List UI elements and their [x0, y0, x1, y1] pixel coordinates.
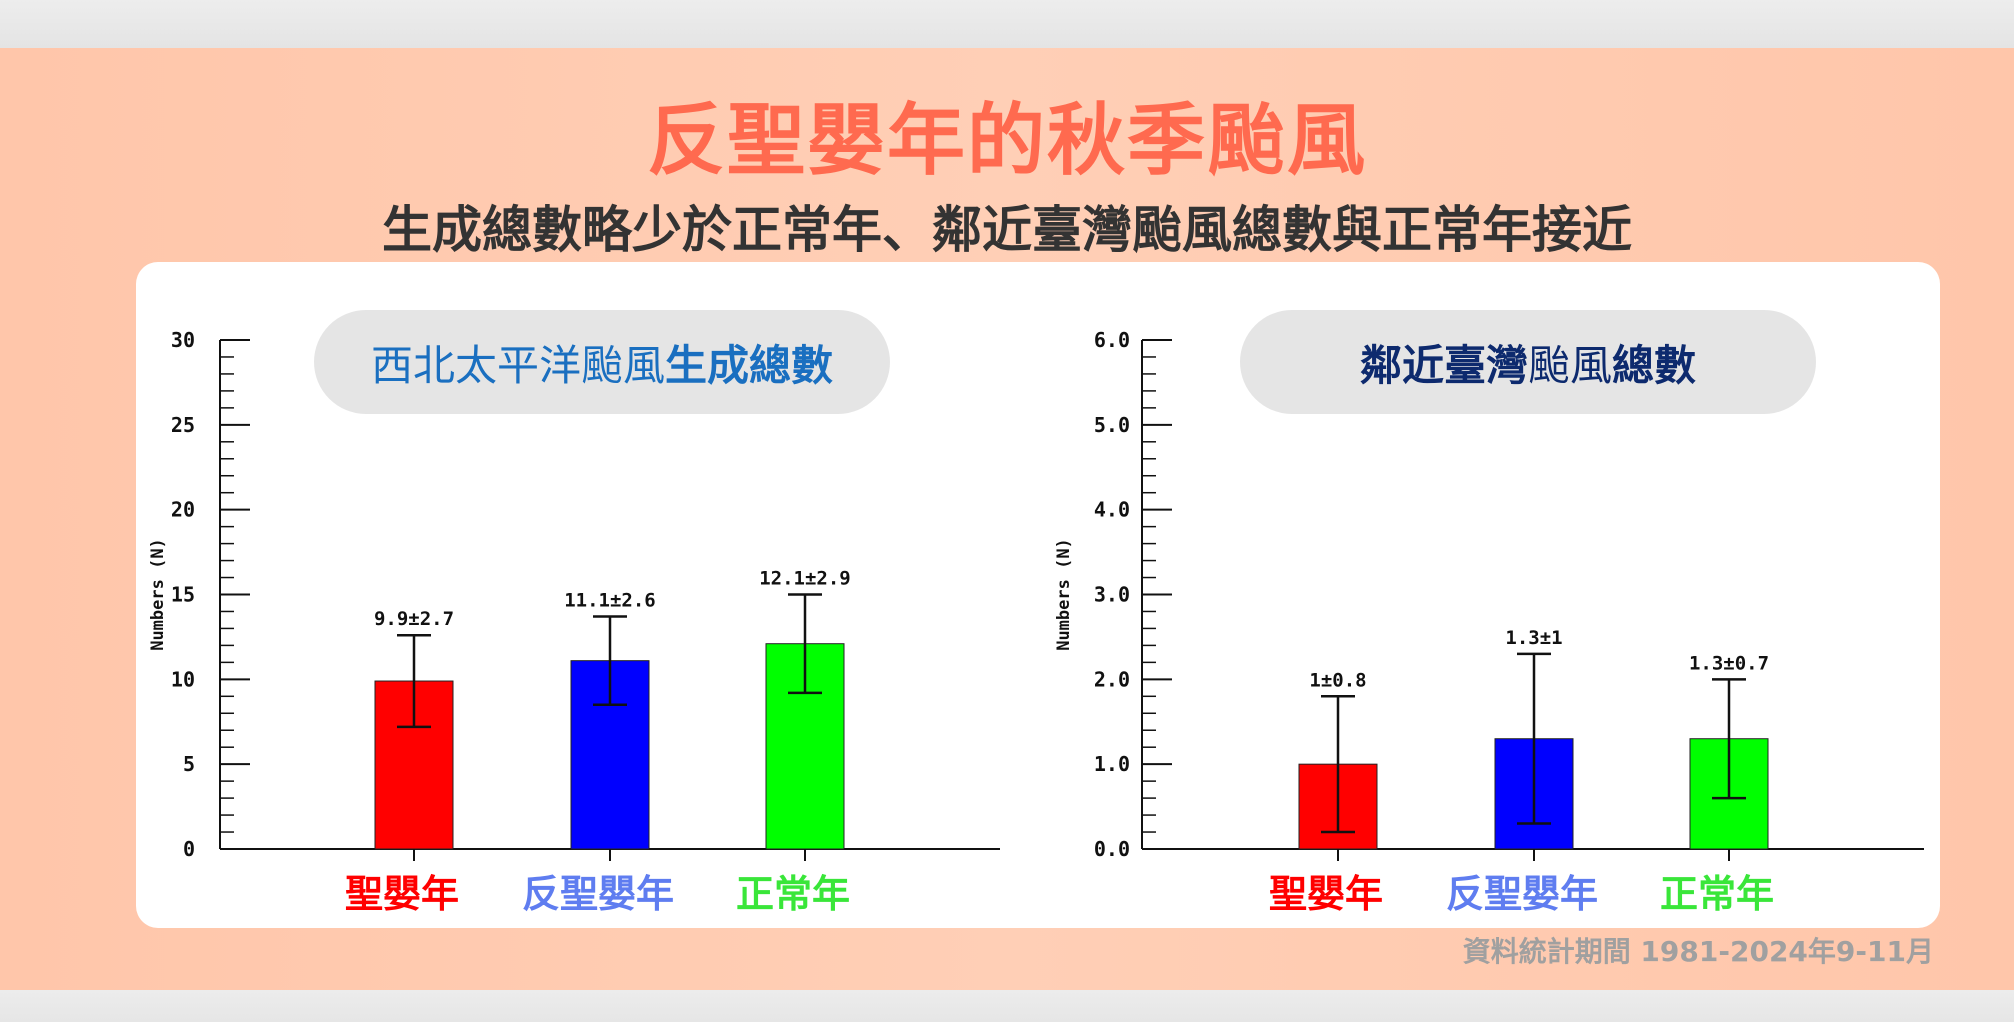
- top-strip: [0, 0, 2014, 48]
- chart1-ytick-label: 0: [183, 837, 195, 861]
- chart2-data-label: 1.3±1: [1505, 627, 1562, 649]
- chart2-category-label: 反聖嬰年: [1446, 872, 1598, 916]
- chart1-title-bold: 生成總數: [665, 340, 834, 390]
- chart2-data-label: 1±0.8: [1309, 669, 1366, 691]
- chart2-category-label: 正常年: [1660, 872, 1774, 916]
- chart2-y-axis-label: Numbers (N): [1054, 538, 1074, 651]
- chart1-ytick-label: 30: [171, 328, 195, 352]
- chart1-data-label: 11.1±2.6: [564, 590, 656, 612]
- chart1-ytick-label: 25: [171, 413, 195, 437]
- chart2-category-label: 聖嬰年: [1269, 872, 1383, 916]
- page-title: 反聖嬰年的秋季颱風: [646, 96, 1367, 186]
- chart2-ytick-label: 1.0: [1094, 752, 1130, 776]
- chart2-data-label: 1.3±0.7: [1689, 652, 1769, 674]
- chart2-title-mid: 颱風: [1527, 340, 1612, 390]
- page-subtitle: 生成總數略少於正常年、鄰近臺灣颱風總數與正常年接近: [382, 201, 1632, 259]
- chart2-ytick-label: 3.0: [1094, 583, 1130, 607]
- chart1-category-label: 反聖嬰年: [522, 872, 674, 916]
- chart2-ytick-label: 0.0: [1094, 837, 1130, 861]
- chart1-ytick-label: 15: [171, 583, 195, 607]
- chart1-y-axis-label: Numbers (N): [148, 538, 168, 651]
- chart2-ytick-label: 6.0: [1094, 328, 1130, 352]
- chart1-ytick-label: 10: [171, 667, 195, 691]
- chart2-title: 鄰近臺灣 颱風 總數: [1240, 310, 1816, 414]
- chart1-data-label: 12.1±2.9: [759, 568, 851, 590]
- chart1-ytick-label: 20: [171, 498, 195, 522]
- chart1-title: 西北太平洋颱風 生成總數: [314, 310, 890, 414]
- chart2-ytick-label: 5.0: [1094, 413, 1130, 437]
- chart1-category-label: 聖嬰年: [345, 872, 459, 916]
- chart1-ytick-label: 5: [183, 752, 195, 776]
- chart2-ytick-label: 2.0: [1094, 667, 1130, 691]
- bottom-strip: [0, 990, 2014, 1022]
- chart2-title-bold: 總數: [1612, 340, 1697, 390]
- footnote: 資料統計期間 1981-2024年9-11月: [1462, 935, 1934, 968]
- chart2-title-plain: 鄰近臺灣: [1359, 340, 1528, 390]
- chart2-ytick-label: 4.0: [1094, 498, 1130, 522]
- chart1-category-label: 正常年: [736, 872, 850, 916]
- chart1-title-plain: 西北太平洋颱風: [370, 340, 665, 390]
- chart1-data-label: 9.9±2.7: [374, 608, 454, 630]
